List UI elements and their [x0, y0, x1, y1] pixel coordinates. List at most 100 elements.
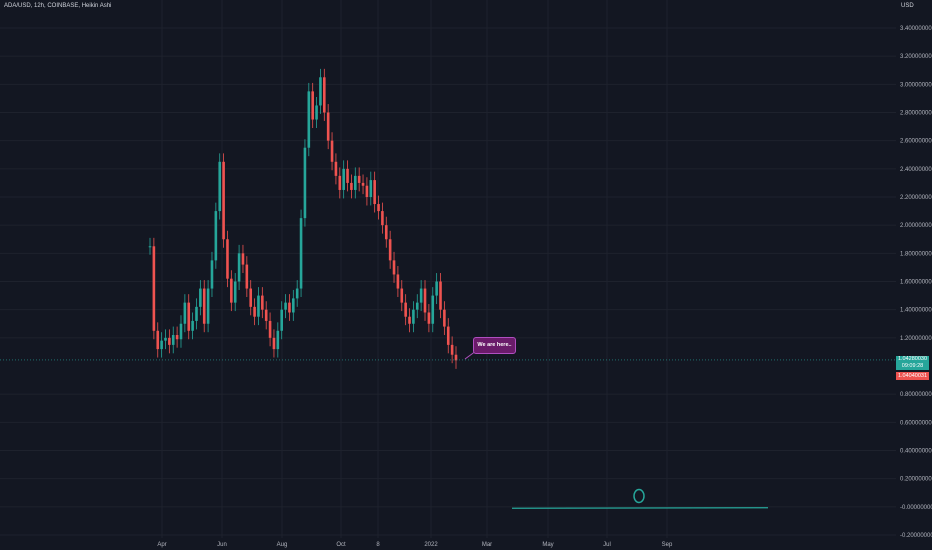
trendline[interactable] [511, 507, 769, 509]
candle-body [164, 337, 167, 341]
price-tick-label: 2.00000000 [900, 223, 932, 229]
callout-annotation[interactable]: We are here.. [473, 337, 516, 354]
candle-body [369, 180, 373, 197]
candle-body [323, 77, 326, 113]
candle-body [384, 225, 388, 240]
candle-body [446, 326, 450, 345]
candle-body [226, 239, 229, 279]
candle-series [148, 68, 458, 369]
candle-body [408, 316, 411, 324]
last-price-value: 1.04280030 [897, 356, 928, 362]
candle-body [156, 330, 160, 350]
candle-body [210, 260, 214, 289]
time-tick-label: Jul [603, 542, 611, 548]
candle-body [353, 175, 357, 190]
candle-body [284, 302, 287, 310]
candle-body [148, 246, 152, 248]
candle-body [400, 288, 404, 303]
candle-body [195, 306, 198, 321]
candle-body [427, 312, 431, 324]
candle-body [299, 218, 303, 289]
price-axis[interactable]: 3.40000000 3.20000000 3.00000000 2.80000000… [900, 26, 932, 539]
time-tick-label: 8 [376, 542, 380, 548]
candle-body [218, 161, 222, 212]
candle-body [264, 309, 268, 321]
price-tick-label: 1.60000000 [900, 280, 932, 286]
price-tick-label: 2.40000000 [900, 167, 932, 173]
candle-body [435, 281, 438, 296]
candle-body [280, 309, 283, 331]
candle-body [272, 337, 276, 350]
candle-body [392, 260, 396, 275]
candle-body [357, 175, 361, 183]
candle-body [249, 288, 253, 307]
price-tick-label: 0.60000000 [900, 420, 932, 426]
candle-body [199, 288, 202, 307]
time-tick-label: Apr [157, 542, 166, 548]
price-tick-label: 3.00000000 [900, 82, 932, 88]
time-tick-label: Jun [217, 542, 227, 548]
candle-body [388, 239, 392, 261]
price-tick-label: 0.40000000 [900, 449, 932, 455]
last-price-tag: 1.04280030 09:09:28 [896, 356, 929, 370]
candle-body [419, 288, 423, 303]
candle-body [423, 288, 427, 313]
candle-body [202, 288, 206, 324]
candle-body [330, 140, 334, 162]
candle-body [187, 302, 191, 331]
price-tick-label: 2.20000000 [900, 195, 932, 201]
candle-body [346, 168, 349, 183]
candle-body [292, 298, 295, 313]
price-tick-label: -0.00000000 [900, 505, 932, 511]
candle-body [381, 211, 384, 226]
candle-body [350, 182, 353, 190]
price-tick-label: 0.80000000 [900, 392, 932, 398]
candle-body [222, 161, 225, 240]
candle-body [268, 320, 272, 338]
open-price-tag: 1.04040031 [896, 372, 929, 380]
candle-body [373, 180, 376, 205]
candle-body [261, 295, 264, 310]
candle-body [191, 320, 194, 331]
currency-label[interactable]: USD [901, 3, 914, 9]
price-tick-label: 1.80000000 [900, 251, 932, 257]
candle-body [295, 288, 299, 299]
candle-body [404, 302, 407, 317]
candle-body [303, 147, 307, 219]
candle-body [342, 168, 345, 190]
time-tick-label: Oct [336, 542, 346, 548]
candle-body [338, 175, 342, 190]
candle-body [160, 340, 163, 350]
candle-body [183, 302, 187, 324]
circle-drawing[interactable] [633, 488, 645, 504]
candle-body [361, 182, 365, 186]
candle-body [152, 246, 156, 331]
time-tick-label: May [542, 542, 553, 548]
time-axis[interactable]: Apr Jun Aug Oct 8 2022 Mar May Jul Sep [157, 542, 673, 548]
price-tick-label: 2.60000000 [900, 139, 932, 145]
price-tick-label: 2.80000000 [900, 111, 932, 117]
candle-body [396, 274, 400, 289]
candle-body [326, 112, 330, 141]
symbol-title[interactable]: ADA/USD, 12h, COINBASE, Heikin Ashi [4, 3, 112, 9]
candle-body [214, 211, 218, 261]
time-tick-label: 2022 [424, 542, 438, 548]
price-tick-label: 3.20000000 [900, 54, 932, 60]
candle-body [241, 253, 245, 265]
price-tick-label: -0.20000000 [900, 533, 932, 539]
candle-body [439, 281, 442, 310]
candle-body [276, 330, 280, 350]
chart-grid [0, 0, 896, 538]
countdown-timer: 09:09:28 [901, 363, 924, 369]
candle-body [319, 77, 322, 106]
candle-body [206, 288, 210, 324]
candle-body [179, 323, 183, 340]
candle-body [307, 91, 311, 148]
candle-body [230, 278, 233, 303]
time-tick-label: Sep [662, 542, 673, 548]
candle-body [311, 91, 314, 120]
candle-body [412, 309, 415, 324]
candle-body [365, 185, 369, 197]
time-tick-label: Mar [482, 542, 492, 548]
